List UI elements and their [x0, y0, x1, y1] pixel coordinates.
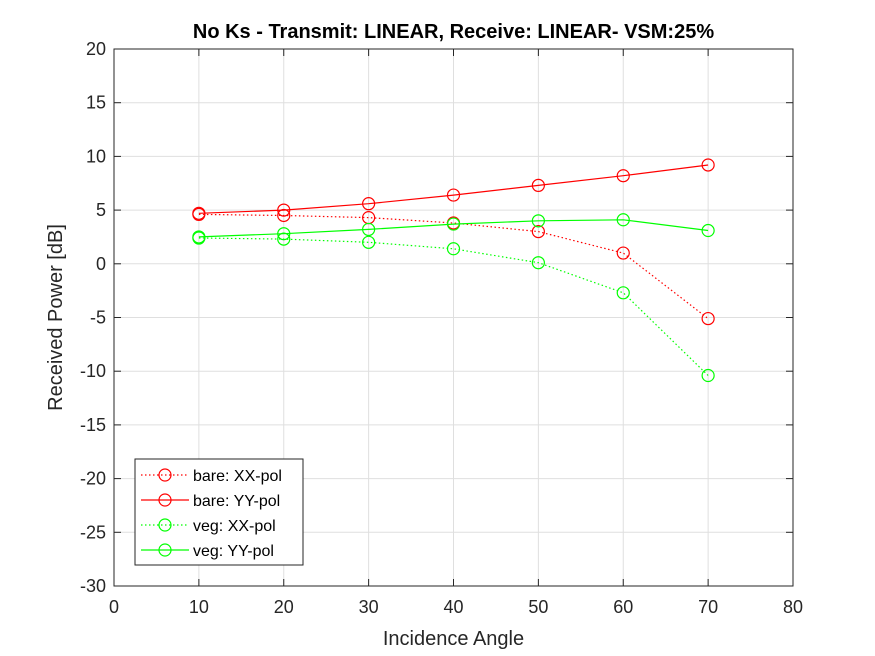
data-point-marker [362, 222, 376, 237]
x-tick-label: 10 [189, 597, 209, 617]
series-line [198, 219, 709, 238]
legend-label: bare: YY-pol [193, 493, 280, 510]
data-point-marker [446, 188, 461, 202]
legend-marker [158, 543, 172, 557]
y-tick-label: -20 [80, 469, 106, 489]
data-point-marker [531, 178, 545, 192]
data-point-marker [362, 235, 376, 249]
data-point-marker [616, 246, 630, 260]
y-axis-label: Received Power [dB] [45, 224, 67, 411]
y-tick-label: -10 [80, 361, 106, 381]
series-3 [192, 213, 715, 244]
data-point-marker [446, 242, 461, 256]
legend-label: veg: YY-pol [193, 543, 274, 560]
data-point-marker [531, 224, 545, 239]
legend-marker [158, 518, 172, 532]
x-tick-label: 0 [109, 597, 119, 617]
x-tick-label: 70 [698, 597, 718, 617]
x-axis-label: Incidence Angle [383, 628, 524, 650]
x-tick-label: 80 [783, 597, 803, 617]
legend-marker [158, 493, 172, 507]
legend-label: bare: XX-pol [193, 468, 282, 485]
y-tick-label: -30 [80, 576, 106, 596]
y-tick-label: -5 [90, 308, 106, 328]
y-tick-label: 10 [86, 146, 106, 166]
y-tick-label: 5 [96, 200, 106, 220]
data-point-marker [701, 158, 715, 172]
x-tick-label: 40 [443, 597, 463, 617]
series-line [198, 237, 709, 376]
y-tick-label: -25 [80, 522, 106, 542]
legend: bare: XX-pol bare: YY-pol veg: XX-pol veg: … [134, 458, 304, 566]
legend-label: veg: XX-pol [193, 518, 276, 535]
data-point-marker [701, 311, 715, 326]
y-tick-label: 0 [96, 254, 106, 274]
y-tick-label: -15 [80, 415, 106, 435]
data-point-marker [616, 169, 630, 183]
data-point-marker [616, 213, 630, 227]
data-point-marker [192, 206, 206, 220]
x-tick-label: 50 [528, 597, 548, 617]
series-line [198, 164, 709, 214]
data-point-marker [701, 223, 715, 238]
x-tick-label: 20 [274, 597, 294, 617]
data-point-marker [277, 203, 291, 217]
series-layer [192, 158, 715, 383]
data-point-marker [616, 286, 630, 300]
y-tick-label: 20 [86, 39, 106, 59]
data-point-marker [531, 214, 545, 228]
x-tick-label: 30 [359, 597, 379, 617]
data-point-marker [701, 368, 715, 383]
data-point-marker [192, 230, 206, 244]
data-point-marker [446, 217, 461, 231]
data-point-marker [277, 227, 291, 241]
data-point-marker [362, 197, 376, 211]
x-tick-label: 60 [613, 597, 633, 617]
ticks: 0 10 20 30 40 50 60 70 8020151050-5-10-15-20-25-… [80, 39, 803, 617]
series-1 [192, 158, 715, 220]
grid [113, 48, 794, 587]
legend-box [134, 458, 304, 566]
data-point-marker [277, 232, 291, 246]
data-point-marker [277, 208, 291, 223]
data-point-marker [531, 256, 545, 270]
legend-marker [158, 468, 172, 482]
chart-title: No Ks - Transmit: LINEAR, Receive: LINEA… [193, 21, 714, 43]
y-tick-label: 15 [86, 93, 106, 113]
